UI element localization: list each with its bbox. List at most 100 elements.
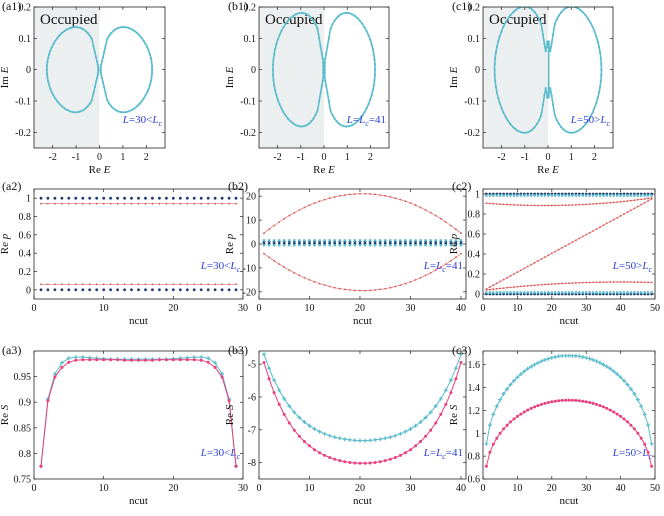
- series-point-lower-red: [333, 286, 336, 289]
- spectrum-point: [274, 89, 277, 92]
- series-point-upper-red: [419, 206, 422, 209]
- spectrum-point: [76, 111, 79, 114]
- series-point-lower-dark: [39, 288, 43, 292]
- series-point-diag: [495, 282, 498, 285]
- series-point-cyan-0: [578, 291, 581, 294]
- spectrum-point: [68, 27, 71, 30]
- x-axis-label-var: E: [103, 164, 111, 176]
- spectrum-point: [148, 53, 151, 56]
- series-point-lower-red: [578, 281, 581, 284]
- series-point-upper-red: [506, 203, 508, 206]
- spectrum-point: [596, 96, 599, 99]
- series-point-lower-red: [88, 283, 91, 286]
- spectrum-point: [117, 110, 120, 113]
- spectrum-point: [122, 111, 125, 114]
- series-point-upper-red: [519, 204, 522, 207]
- series-point-lower-red: [513, 286, 515, 288]
- series-point-cyan: [646, 423, 651, 428]
- spectrum-point: [45, 72, 49, 75]
- spectrum-point: [506, 119, 510, 122]
- y-tick-label: 0: [475, 65, 480, 76]
- spectrum-point: [150, 64, 154, 67]
- series-point-cyan: [635, 397, 640, 402]
- series-point-diag: [530, 263, 533, 266]
- series-point-pink: [502, 427, 506, 431]
- x-axis-label: ncut: [129, 315, 148, 327]
- series-point-cyan: [560, 353, 565, 358]
- series-point-pink: [553, 399, 557, 403]
- spectrum-point: [579, 8, 582, 11]
- series-point-cyan: [598, 360, 602, 365]
- spectrum-point: [138, 103, 141, 106]
- series-point-lower-dark: [130, 288, 133, 292]
- series-point-cyan: [413, 423, 418, 428]
- occupied-region: [483, 7, 548, 148]
- spectrum-point: [273, 84, 276, 87]
- series-point-upper-dark: [220, 196, 224, 200]
- series-point-cyan: [220, 372, 225, 376]
- spectrum-point: [147, 87, 150, 90]
- spectrum-point: [343, 125, 346, 128]
- series-point-pink: [639, 436, 643, 440]
- spectrum-point: [596, 40, 599, 43]
- spectrum-point: [46, 60, 49, 64]
- series-point-pink: [313, 448, 316, 452]
- spectrum-point: [547, 94, 550, 97]
- spectrum-point: [372, 84, 375, 87]
- y-axis-label-var: p: [224, 233, 236, 240]
- series-point-pink: [358, 461, 362, 465]
- spectrum-point: [97, 70, 100, 74]
- series-point-cyan-1: [267, 239, 271, 242]
- spectrum-point: [45, 64, 49, 67]
- series-point-lower-red: [268, 256, 270, 259]
- panel-label: (b3): [228, 343, 248, 357]
- series-point-cyan: [272, 378, 277, 383]
- spectrum-point: [361, 22, 364, 25]
- x-axis-label: Re E: [537, 164, 559, 176]
- series-point-cyan-1: [379, 239, 382, 242]
- spectrum-point: [54, 97, 57, 100]
- ann-part: L: [229, 260, 236, 272]
- series-point-lower-red: [374, 289, 376, 291]
- y-axis-label-var: p: [448, 233, 460, 240]
- series-point-cyan: [618, 375, 623, 380]
- series-point-diag: [588, 231, 591, 234]
- spectrum-point: [351, 124, 354, 127]
- series-point-pink: [388, 457, 392, 461]
- x-tick-label: 0: [481, 483, 486, 494]
- series-point-pink: [234, 464, 238, 468]
- series-point-cyan-0: [488, 291, 492, 294]
- y-axis-label-var: S: [224, 404, 236, 410]
- series-point-cyan: [337, 436, 342, 441]
- spectrum-point: [335, 120, 338, 123]
- series-point-cyan-0: [449, 244, 453, 247]
- series-point-cyan: [628, 387, 633, 391]
- y-axis-label-part: Re: [224, 410, 236, 425]
- series-point-lower-red: [123, 283, 126, 286]
- series-point-lower-red: [130, 283, 133, 286]
- spectrum-point: [101, 80, 104, 83]
- spectrum-point: [63, 29, 66, 32]
- spectrum-point: [358, 117, 361, 120]
- series-point-upper-red: [293, 211, 296, 214]
- x-tick-label: 0: [546, 152, 551, 163]
- spectrum-point: [106, 99, 109, 102]
- spectrum-point: [146, 91, 149, 94]
- spectrum-point: [96, 76, 99, 79]
- series-point-lower-red: [221, 283, 224, 286]
- spectrum-point: [144, 94, 147, 97]
- spectrum-point: [56, 100, 59, 103]
- spectrum-point: [553, 114, 557, 117]
- series-point-cyan-0: [429, 244, 432, 247]
- series-point-pink: [454, 377, 458, 381]
- series-point-cyan-1: [560, 194, 564, 197]
- spectrum-point: [533, 126, 536, 129]
- series-point-lower-red: [626, 281, 629, 283]
- spectrum-point: [335, 16, 338, 19]
- series-point-diag: [609, 220, 612, 223]
- y-tick-label: 0.2: [19, 267, 32, 278]
- series-point-cyan-0: [622, 291, 626, 294]
- spectrum-point: [106, 37, 109, 40]
- spectrum-point: [100, 73, 103, 76]
- series-point-cyan: [515, 375, 520, 380]
